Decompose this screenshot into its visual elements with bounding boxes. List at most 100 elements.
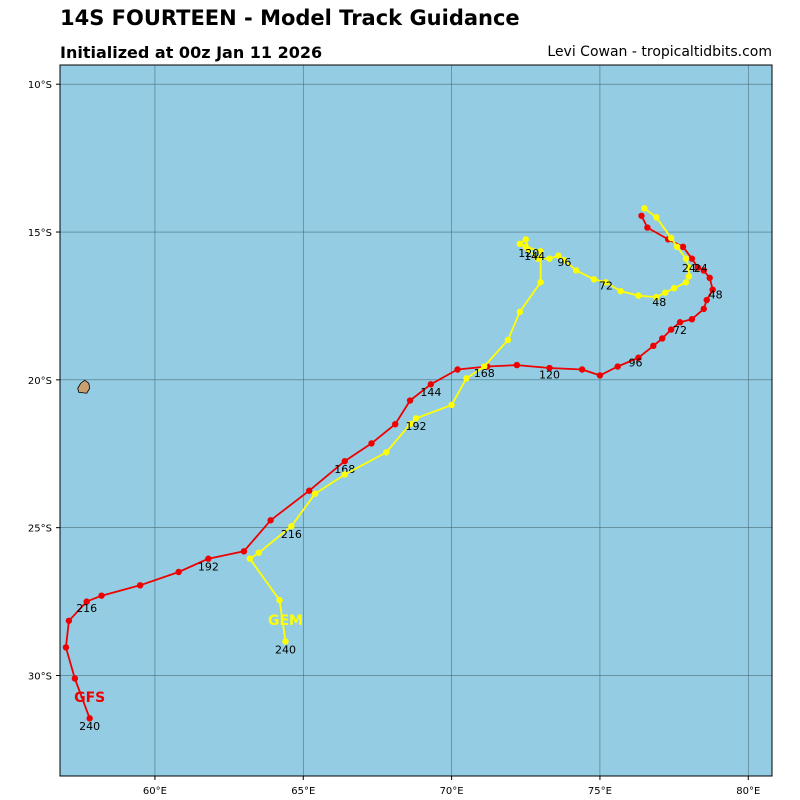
gfs-model-label: GFS [74,690,105,706]
gem-track-point [673,243,681,251]
gem-track-point [555,252,562,259]
gem-track-point [341,471,348,478]
gfs-track-point [635,354,642,361]
gfs-track-point [71,675,79,682]
gfs-track-point [709,286,716,293]
gem-track-point [667,234,675,242]
gfs-track-point [700,305,707,313]
gfs-track-point [267,517,274,524]
gem-track-point [635,292,642,299]
gem-track-point [516,240,524,248]
gem-track-point [516,308,524,316]
gem-model-label: GEM [268,613,303,629]
gfs-track-point [98,592,105,599]
gfs-hour-label: 48 [709,289,723,302]
lat-tick-label: 30°S [28,671,52,682]
gem-hour-label: 240 [275,643,296,656]
gfs-track-point [694,264,702,271]
gem-track-point [522,243,529,251]
gem-hour-label: 168 [474,367,495,380]
gfs-track-point [546,364,553,372]
gem-track-point [406,420,414,428]
island-mauritius [77,379,91,394]
gem-track-point [448,401,455,409]
gem-track-point [412,415,420,422]
gfs-track-point [703,296,710,304]
lat-tick-label: 25°S [28,524,52,535]
gfs-track-point [306,487,313,494]
gem-hour-label: 96 [557,256,571,269]
gfs-track-point [614,363,621,370]
gfs-track-point [136,582,144,589]
lat-tick-label: 10°S [28,80,52,91]
gfs-track-point [240,548,248,555]
gfs-track-point [578,366,586,373]
gem-track-point [383,449,390,456]
gem-track-point [481,363,488,370]
gfs-hour-label: 192 [198,561,219,574]
gfs-track-point [667,326,675,333]
gem-track-point [602,279,610,286]
gem-track-point [590,276,598,283]
lat-tick-label: 15°S [28,228,52,239]
chart-title: 14S FOURTEEN - Model Track Guidance [60,6,520,30]
map-frame [59,64,773,777]
gfs-hour-label: 240 [79,720,100,733]
gfs-track-point [427,381,435,388]
lon-tick-label: 70°E [440,786,464,797]
gfs-track-point [86,715,93,722]
gem-hour-label: 120 [518,247,539,260]
gfs-hour-label: 96 [629,357,643,370]
gfs-track-point [62,644,70,651]
gfs-track-point [368,440,375,447]
gfs-track-point [341,457,348,465]
gem-track-point [653,293,660,301]
gfs-hour-label: 144 [420,386,441,399]
gfs-track-point [392,420,399,428]
credit-text: Levi Cowan - tropicaltidbits.com [547,44,772,60]
gfs-track-point [688,255,696,262]
gem-track-point [311,490,319,497]
gem-track-point [685,273,693,280]
gem-track-point [282,638,289,645]
gfs-track-point [638,212,645,219]
gfs-track-point [205,555,212,562]
gfs-track-point [454,366,461,373]
gfs-hour-label: 168 [334,463,355,476]
gem-hour-label: 216 [281,528,302,541]
init-time: Initialized at 00z Jan 11 2026 [60,43,323,62]
gfs-track-point [700,267,707,274]
lon-tick-label: 80°E [736,786,760,797]
gem-track-point [246,555,254,562]
gem-track-point [682,279,690,286]
gem-track-point [522,236,529,243]
gem-track-point [641,205,648,212]
gfs-track-point [513,361,521,369]
gem-track-point [662,289,669,296]
gem-track-point [670,285,678,292]
gfs-track-point [679,243,687,251]
gfs-hour-label: 24 [694,262,708,275]
gfs-track-point [650,342,657,350]
gfs-track-point [175,568,182,576]
gem-track-point [504,336,512,344]
gem-hour-label: 192 [406,420,427,433]
map-layer: 60°E 65°E 70°E 75°E 80°E 10°S 15°S 20°S 25°S 30°S… [28,64,773,797]
gem-hour-label: 72 [599,280,613,293]
gem-track-point [685,264,693,271]
gem-track-point [255,549,262,556]
gfs-hour-label: 216 [76,602,97,615]
gem-track-point [537,279,544,286]
gem-track-point [276,596,283,604]
gfs-track-point [406,397,414,404]
gfs-track-point [644,224,651,231]
gem-track-point [653,214,660,221]
gem-track-point [534,255,541,262]
gem-track-point [617,287,624,295]
lat-tick-label: 20°S [28,376,52,387]
gem-hour-label: 24 [682,262,696,275]
gfs-track-point [688,316,696,323]
gem-track-point [546,255,553,262]
gfs-track-point [65,617,73,624]
